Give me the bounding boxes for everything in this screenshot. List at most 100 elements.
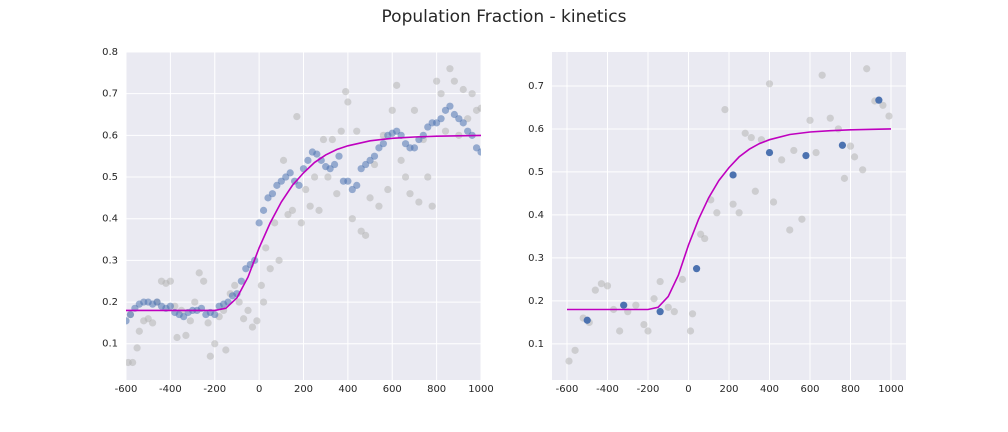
y-tick-label: 0.2 [102,297,118,308]
data-point [231,281,239,289]
data-point [348,215,356,223]
data-point [211,340,219,348]
data-point [798,215,806,223]
data-point [186,317,194,325]
data-point [826,114,834,122]
data-point [446,65,454,73]
data-point [259,298,268,306]
y-tick-label: 0.1 [528,339,544,350]
data-point [664,303,672,311]
data-point [337,127,345,135]
y-tick-label: 0.7 [102,89,118,100]
data-point [129,358,137,367]
data-point [834,125,842,133]
data-point [692,265,701,273]
data-point [259,206,268,214]
data-point [330,160,339,169]
data-point [879,101,887,109]
data-point [863,65,871,73]
data-point [379,140,387,148]
data-point [838,141,847,149]
x-tick-label: 800 [841,384,860,395]
data-point [859,166,867,174]
data-point [239,315,248,323]
data-point [306,202,314,210]
data-point [729,171,737,179]
data-point [206,352,214,360]
data-point [840,174,849,182]
data-point [802,152,810,160]
data-point [583,316,591,324]
data-point [342,87,350,96]
x-tick-label: 200 [294,384,313,395]
data-point [319,135,328,144]
data-point [616,327,624,335]
data-point [688,310,697,318]
data-point [650,295,658,303]
data-point [437,90,445,98]
data-point [375,202,383,210]
data-point [721,106,729,114]
y-tick-label: 0.8 [102,47,118,58]
data-point [255,219,263,227]
data-point [846,142,855,150]
plot-content [565,65,893,365]
fit-curve [567,128,892,311]
data-point [293,112,301,121]
y-tick-label: 0.5 [528,167,544,178]
data-point [450,77,458,85]
data-point [388,106,396,114]
data-point [747,133,755,142]
data-point [806,116,814,124]
data-point [248,323,257,331]
data-point [644,327,652,335]
data-point [222,346,230,354]
data-point [275,256,283,264]
data-point [182,331,190,340]
x-tick-label: 1000 [468,384,493,395]
data-point [428,202,436,210]
data-point [701,234,709,243]
data-point [433,77,441,85]
data-point [397,156,405,164]
data-point [302,185,310,194]
data-point [769,198,778,206]
data-point [262,244,270,252]
data-point [424,173,432,181]
data-point [344,177,352,185]
data-point [713,209,721,217]
data-point [620,301,628,309]
data-point [166,302,174,310]
data-point [366,194,374,202]
data-point [279,156,288,164]
data-point [257,281,265,289]
data-point [266,265,274,273]
x-tick-label: 0 [256,384,262,395]
data-point [211,310,219,319]
data-point [324,173,332,181]
data-point [295,181,303,189]
data-point [459,85,467,94]
y-tick-label: 0.6 [528,124,544,135]
y-tick-label: 0.3 [528,253,544,264]
data-point [459,119,467,127]
x-tick-label: -400 [596,384,619,395]
data-point [135,327,143,335]
y-tick-label: 0.4 [102,214,118,225]
data-point [384,185,392,194]
data-point [441,127,450,135]
x-tick-label: 1000 [878,384,903,395]
x-tick-label: 800 [427,384,446,395]
data-point [133,344,141,352]
data-point [333,190,341,198]
data-point [286,169,294,177]
data-point [765,148,774,157]
x-tick-label: -600 [115,384,138,395]
data-point [437,115,445,123]
data-point [632,301,640,309]
y-tick-label: 0.3 [102,255,118,266]
data-point [446,102,454,110]
data-point [875,96,883,104]
x-tick-label: 200 [719,384,738,395]
data-point [191,298,199,306]
